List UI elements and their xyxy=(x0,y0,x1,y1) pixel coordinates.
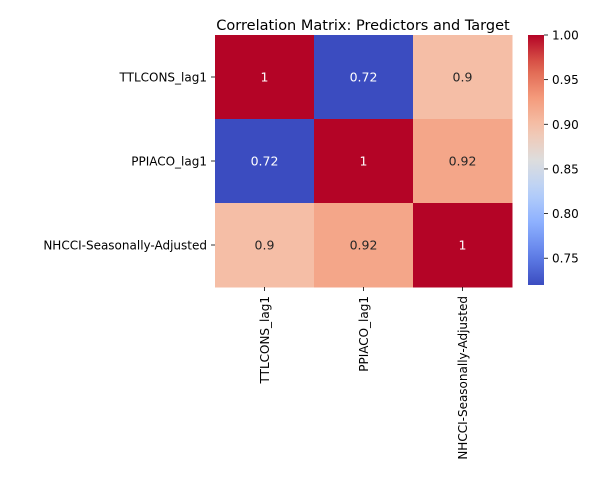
heatmap-cell xyxy=(413,203,513,288)
row-axis: TTLCONS_lag1 PPIACO_lag1 NHCCI-Seasonally-… xyxy=(43,71,215,253)
cell-value-label: 1 xyxy=(360,154,368,169)
heatmap-cell xyxy=(314,119,414,204)
column-axis: TTLCONS_lag1 PPIACO_lag1 NHCCI-Seasonally-… xyxy=(258,287,470,460)
colorbar-tick-label: 0.90 xyxy=(552,118,579,132)
cell-value-label: 0.9 xyxy=(255,238,275,253)
colorbar-tick-label: 0.85 xyxy=(552,162,579,176)
heatmap-cell xyxy=(215,119,315,204)
colorbar: 0.75 0.80 0.85 0.90 0.95 1.00 xyxy=(528,29,579,285)
cell-value-labels: 1 0.72 0.9 0.72 1 0.92 0.9 0.92 1 xyxy=(251,70,477,253)
cell-value-label: 0.92 xyxy=(350,238,378,253)
colorbar-tick-label: 0.95 xyxy=(552,73,579,87)
cell-value-label: 0.92 xyxy=(449,154,477,169)
cell-value-label: 0.72 xyxy=(350,70,378,85)
cell-value-label: 0.72 xyxy=(251,154,279,169)
colorbar-tick-label: 1.00 xyxy=(552,29,579,43)
colorbar-tick-label: 0.80 xyxy=(552,207,579,221)
row-label: TTLCONS_lag1 xyxy=(119,71,208,85)
heatmap-cell xyxy=(413,35,513,120)
heatmap-cell xyxy=(314,35,414,120)
column-label: TTLCONS_lag1 xyxy=(258,296,272,385)
heatmap-cell xyxy=(413,119,513,204)
row-label: PPIACO_lag1 xyxy=(131,155,207,169)
column-label: NHCCI-Seasonally-Adjusted xyxy=(456,296,470,460)
cell-value-label: 0.9 xyxy=(453,70,473,85)
row-label: NHCCI-Seasonally-Adjusted xyxy=(43,239,207,253)
heatmap-cells xyxy=(215,35,513,288)
heatmap-cell xyxy=(215,35,315,120)
chart-title: Correlation Matrix: Predictors and Targe… xyxy=(216,18,510,34)
colorbar-tick-label: 0.75 xyxy=(552,252,579,266)
colorbar-ticks: 0.75 0.80 0.85 0.90 0.95 1.00 xyxy=(544,29,579,266)
heatmap-cell xyxy=(215,203,315,288)
cell-value-label: 1 xyxy=(261,70,269,85)
heatmap-cell xyxy=(314,203,414,288)
colorbar-gradient xyxy=(528,35,544,285)
cell-value-label: 1 xyxy=(459,238,467,253)
column-label: PPIACO_lag1 xyxy=(357,296,371,372)
